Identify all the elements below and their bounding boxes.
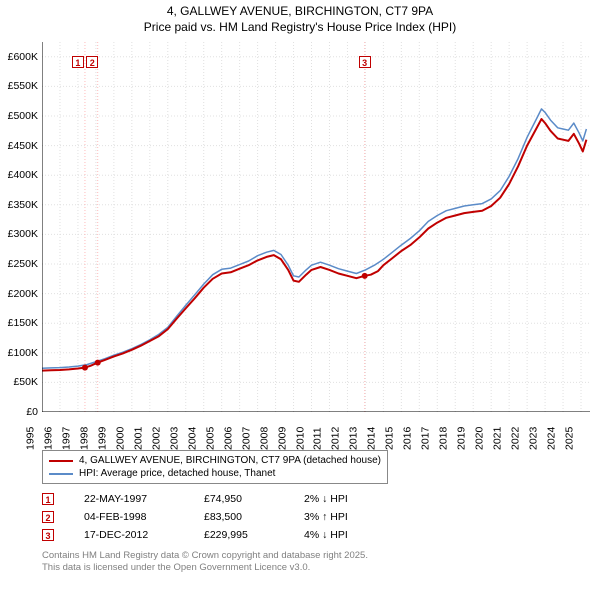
x-tick-label: 2016: [402, 427, 414, 450]
y-tick-label: £600K: [0, 51, 38, 63]
y-tick-label: £400K: [0, 169, 38, 181]
transaction-price: £229,995: [204, 529, 304, 541]
transaction-hpi: 4% ↓ HPI: [304, 529, 404, 541]
x-tick-label: 2001: [132, 427, 144, 450]
x-tick-label: 2019: [456, 427, 468, 450]
x-tick-label: 2012: [330, 427, 342, 450]
y-tick-label: £0: [0, 406, 38, 418]
transaction-row: 1 22-MAY-1997£74,9502% ↓ HPI: [42, 490, 404, 508]
x-tick-label: 2005: [204, 427, 216, 450]
transaction-hpi: 2% ↓ HPI: [304, 493, 404, 505]
transaction-price: £74,950: [204, 493, 304, 505]
x-tick-label: 2009: [276, 427, 288, 450]
x-tick-label: 2021: [491, 427, 503, 450]
y-tick-label: £100K: [0, 347, 38, 359]
transaction-hpi: 3% ↑ HPI: [304, 511, 404, 523]
transaction-marker: 2: [42, 511, 54, 523]
transaction-date: 22-MAY-1997: [84, 493, 204, 505]
legend-label-a: 4, GALLWEY AVENUE, BIRCHINGTON, CT7 9PA …: [79, 455, 381, 466]
legend-box: 4, GALLWEY AVENUE, BIRCHINGTON, CT7 9PA …: [42, 450, 388, 484]
figure-container: 4, GALLWEY AVENUE, BIRCHINGTON, CT7 9PA …: [0, 0, 600, 590]
x-tick-label: 2011: [312, 427, 324, 450]
chart-marker-1: 1: [72, 56, 84, 68]
x-tick-label: 1998: [78, 427, 90, 450]
transaction-row: 3 17-DEC-2012£229,9954% ↓ HPI: [42, 526, 404, 544]
x-tick-label: 2023: [527, 427, 539, 450]
x-tick-label: 2013: [348, 427, 360, 450]
legend-swatch-a: [49, 460, 73, 462]
y-tick-label: £500K: [0, 110, 38, 122]
legend-row-a: 4, GALLWEY AVENUE, BIRCHINGTON, CT7 9PA …: [49, 454, 381, 467]
x-tick-label: 1995: [24, 427, 36, 450]
transaction-marker: 1: [42, 493, 54, 505]
y-tick-label: £50K: [0, 376, 38, 388]
x-tick-label: 2000: [114, 427, 126, 450]
title-block: 4, GALLWEY AVENUE, BIRCHINGTON, CT7 9PA …: [0, 0, 600, 35]
attribution-line-2: This data is licensed under the Open Gov…: [42, 562, 368, 574]
x-tick-label: 1996: [42, 427, 54, 450]
chart-marker-2: 2: [86, 56, 98, 68]
y-tick-label: £350K: [0, 199, 38, 211]
x-tick-label: 2006: [222, 427, 234, 450]
transaction-row: 2 04-FEB-1998£83,5003% ↑ HPI: [42, 508, 404, 526]
x-tick-label: 2002: [150, 427, 162, 450]
transaction-date: 04-FEB-1998: [84, 511, 204, 523]
x-tick-label: 2022: [509, 427, 521, 450]
attribution-line-1: Contains HM Land Registry data © Crown c…: [42, 550, 368, 562]
transaction-price: £83,500: [204, 511, 304, 523]
y-tick-label: £150K: [0, 317, 38, 329]
title-line-2: Price paid vs. HM Land Registry's House …: [0, 20, 600, 36]
x-tick-label: 2014: [366, 427, 378, 450]
y-tick-label: £450K: [0, 140, 38, 152]
y-axis-labels: £0£50K£100K£150K£200K£250K£300K£350K£400…: [0, 42, 40, 412]
chart-marker-3: 3: [359, 56, 371, 68]
x-tick-label: 1997: [60, 427, 72, 450]
chart-plot-area: 12 3: [42, 42, 590, 412]
transaction-date: 17-DEC-2012: [84, 529, 204, 541]
x-tick-label: 2017: [420, 427, 432, 450]
y-tick-label: £250K: [0, 258, 38, 270]
transactions-table: 1 22-MAY-1997£74,9502% ↓ HPI 2 04-FEB-1998£…: [42, 490, 404, 544]
legend-row-b: HPI: Average price, detached house, Than…: [49, 467, 381, 480]
x-tick-label: 2004: [186, 427, 198, 450]
y-tick-label: £550K: [0, 80, 38, 92]
x-tick-label: 2018: [438, 427, 450, 450]
legend-label-b: HPI: Average price, detached house, Than…: [79, 468, 275, 479]
attribution-block: Contains HM Land Registry data © Crown c…: [42, 550, 368, 575]
x-tick-label: 1999: [96, 427, 108, 450]
x-tick-label: 2024: [545, 427, 557, 450]
x-tick-label: 2008: [258, 427, 270, 450]
chart-svg: [42, 42, 590, 412]
y-tick-label: £300K: [0, 228, 38, 240]
x-tick-label: 2003: [168, 427, 180, 450]
transaction-marker: 3: [42, 529, 54, 541]
x-tick-label: 2010: [294, 427, 306, 450]
x-tick-label: 2007: [240, 427, 252, 450]
x-tick-label: 2025: [563, 427, 575, 450]
y-tick-label: £200K: [0, 288, 38, 300]
x-tick-label: 2020: [473, 427, 485, 450]
x-axis-labels: 1995199619971998199920002001200220032004…: [42, 412, 590, 452]
title-line-1: 4, GALLWEY AVENUE, BIRCHINGTON, CT7 9PA: [0, 4, 600, 20]
x-tick-label: 2015: [384, 427, 396, 450]
legend-swatch-b: [49, 473, 73, 475]
